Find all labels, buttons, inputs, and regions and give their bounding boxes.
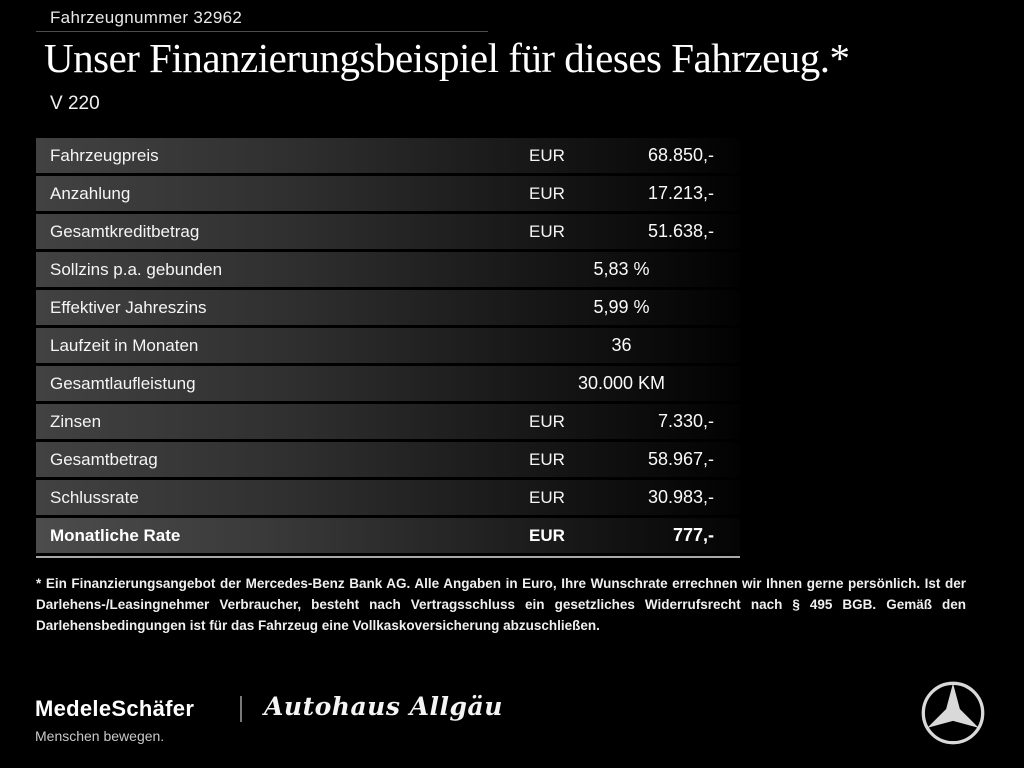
row-currency: EUR [529, 145, 565, 165]
table-row-gesamtkreditbetrag: Gesamtkreditbetrag EUR 51.638,- [36, 214, 740, 249]
row-value: 58.967,- [647, 449, 714, 469]
row-value: 5,99 % [593, 297, 650, 317]
table-row-zinsen: Zinsen EUR 7.330,- [36, 404, 740, 439]
dealer-secondary-name: Autohaus Allgäu [264, 692, 503, 721]
table-row-laufzeit: Laufzeit in Monaten 36 [36, 328, 740, 363]
row-label: Schlussrate [50, 487, 139, 507]
row-currency: EUR [529, 449, 565, 469]
table-row-sollzins: Sollzins p.a. gebunden 5,83 % [36, 252, 740, 287]
table-bottom-rule [36, 556, 740, 558]
row-label: Laufzeit in Monaten [50, 335, 199, 355]
row-label: Gesamtkreditbetrag [50, 221, 200, 241]
vehicle-model: V 220 [50, 93, 100, 114]
row-value: 17.213,- [647, 183, 714, 203]
row-label: Monatliche Rate [50, 525, 181, 545]
footer: MedeleSchäfer Menschen bewegen. Autohaus… [0, 678, 1024, 768]
row-value: 30.000 KM [577, 373, 666, 393]
row-label: Anzahlung [50, 183, 131, 203]
row-value: 36 [611, 335, 632, 355]
row-value: 30.983,- [647, 487, 714, 507]
page-title: Unser Finanzierungsbeispiel für dieses F… [44, 35, 850, 81]
row-label: Gesamtlaufleistung [50, 373, 196, 393]
row-label: Sollzins p.a. gebunden [50, 259, 223, 279]
row-label: Zinsen [50, 411, 102, 431]
row-value: 68.850,- [647, 145, 714, 165]
table-row-schlussrate: Schlussrate EUR 30.983,- [36, 480, 740, 515]
table-row-effektiver-jahreszins: Effektiver Jahreszins 5,99 % [36, 290, 740, 325]
footer-divider [240, 696, 242, 722]
table-row-gesamtbetrag: Gesamtbetrag EUR 58.967,- [36, 442, 740, 477]
table-row-fahrzeugpreis: Fahrzeugpreis EUR 68.850,- [36, 138, 740, 173]
row-label: Fahrzeugpreis [50, 145, 159, 165]
row-currency: EUR [529, 183, 565, 203]
row-value: 5,83 % [593, 259, 650, 279]
table-row-anzahlung: Anzahlung EUR 17.213,- [36, 176, 740, 211]
financing-table: Fahrzeugpreis EUR 68.850,- Anzahlung EUR… [36, 138, 740, 558]
row-currency: EUR [529, 525, 565, 545]
row-value: 51.638,- [647, 221, 714, 241]
row-value: 7.330,- [657, 411, 714, 431]
row-label: Gesamtbetrag [50, 449, 158, 469]
row-currency: EUR [529, 221, 565, 241]
row-value: 777,- [672, 525, 714, 545]
table-row-monatliche-rate: Monatliche Rate EUR 777,- [36, 518, 740, 553]
header-divider [36, 31, 488, 32]
row-label: Effektiver Jahreszins [50, 297, 207, 317]
mercedes-star-icon [920, 680, 986, 746]
dealer-name: MedeleSchäfer [35, 696, 195, 721]
legal-footnote: * Ein Finanzierungsangebot der Mercedes-… [36, 576, 966, 633]
vehicle-number: Fahrzeugnummer 32962 [50, 8, 243, 27]
dealer-tagline: Menschen bewegen. [35, 728, 165, 744]
row-currency: EUR [529, 411, 565, 431]
row-currency: EUR [529, 487, 565, 507]
table-row-gesamtlaufleistung: Gesamtlaufleistung 30.000 KM [36, 366, 740, 401]
